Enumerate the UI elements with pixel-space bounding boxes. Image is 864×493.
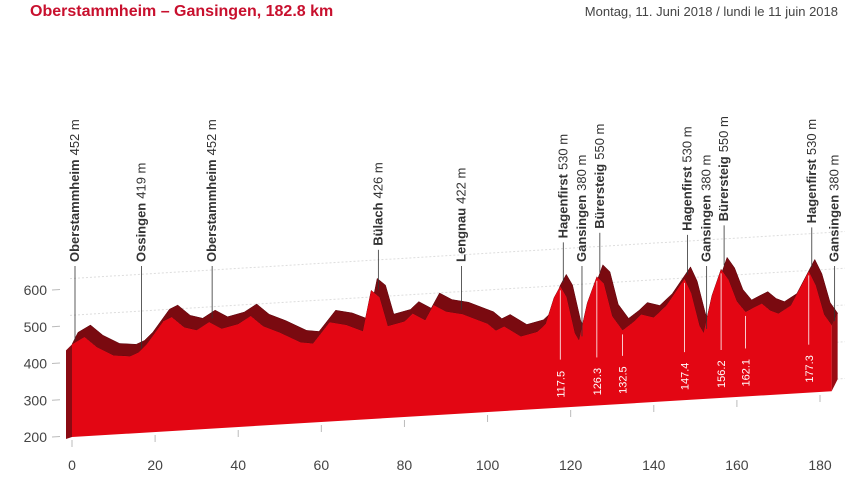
x-tick-label: 20: [147, 457, 163, 473]
km-marker-label: 177.3: [804, 355, 816, 383]
place-name: Bürersteig: [716, 156, 731, 221]
place-label: Ossingen 419 m: [133, 163, 148, 262]
place-label: Bülach 426 m: [370, 162, 385, 245]
place-elevation: 419 m: [133, 163, 148, 199]
place-name: Ossingen: [133, 203, 148, 262]
x-tick-label: 180: [808, 457, 832, 473]
profile-side: [831, 313, 838, 392]
tick-mark: [51, 362, 61, 364]
grid-line: [69, 230, 846, 280]
place-label: Oberstammheim 452 m: [204, 119, 219, 262]
place-name: Oberstammheim: [67, 159, 82, 262]
y-tick-label: 300: [24, 392, 48, 408]
x-tick-label: 80: [397, 457, 413, 473]
y-tick-label: 500: [24, 319, 48, 335]
tick-mark: [51, 436, 61, 438]
place-elevation: 426 m: [370, 162, 385, 198]
tick-mark: [51, 325, 61, 328]
place-label: Hagenfirst 530 m: [555, 134, 570, 238]
place-name: Hagenfirst: [555, 173, 570, 238]
place-name: Bülach: [370, 202, 385, 245]
place-label: Gansingen 380 m: [699, 155, 714, 262]
place-label: Hagenfirst 530 m: [680, 126, 695, 230]
place-elevation: 380 m: [699, 155, 714, 191]
x-tick-label: 120: [559, 457, 583, 473]
x-tick-label: 60: [314, 457, 330, 473]
profile-left-edge: [66, 344, 72, 439]
place-elevation: 380 m: [574, 155, 589, 191]
place-elevation: 530 m: [555, 134, 570, 170]
y-tick-label: 200: [24, 429, 48, 445]
place-name: Oberstammheim: [204, 159, 219, 262]
x-tick-label: 140: [642, 457, 666, 473]
place-label: Oberstammheim 452 m: [67, 119, 82, 262]
profile-area: [72, 269, 832, 437]
place-label: Bürersteig 550 m: [592, 124, 607, 229]
place-elevation: 452 m: [204, 119, 219, 155]
place-elevation: 550 m: [592, 124, 607, 160]
place-label: Bürersteig 550 m: [716, 116, 731, 221]
place-elevation: 550 m: [716, 116, 731, 152]
place-name: Gansingen: [699, 195, 714, 262]
place-name: Hagenfirst: [804, 158, 819, 223]
place-name: Gansingen: [574, 195, 589, 262]
place-elevation: 380 m: [827, 155, 842, 191]
km-marker-label: 126.3: [592, 368, 604, 396]
x-tick-label: 0: [68, 457, 76, 473]
place-label: Gansingen 380 m: [827, 155, 842, 262]
tick-mark: [51, 399, 61, 401]
grid-line: [69, 267, 846, 316]
x-tick-label: 100: [476, 457, 500, 473]
place-name: Bürersteig: [592, 164, 607, 229]
x-tick-label: 40: [230, 457, 246, 473]
km-marker-label: 162.1: [741, 359, 753, 387]
chart-subtitle: Montag, 11. Juni 2018 / lundi le 11 juin…: [585, 4, 838, 19]
km-marker-label: 147.4: [680, 363, 692, 391]
place-elevation: 422 m: [453, 168, 468, 204]
place-elevation: 530 m: [680, 126, 695, 162]
km-marker-label: 156.2: [716, 360, 728, 388]
place-name: Hagenfirst: [680, 166, 695, 231]
y-tick-label: 400: [24, 356, 48, 372]
place-name: Gansingen: [827, 195, 842, 262]
tick-mark: [51, 289, 61, 291]
x-tick-label: 160: [725, 457, 749, 473]
place-elevation: 530 m: [804, 119, 819, 155]
place-label: Gansingen 380 m: [574, 155, 589, 262]
place-elevation: 452 m: [67, 119, 82, 155]
place-label: Lengnau 422 m: [453, 168, 468, 262]
km-marker-label: 117.5: [555, 371, 567, 398]
chart-title: Oberstammheim – Gansingen, 182.8 km: [30, 3, 333, 20]
place-name: Lengnau: [453, 208, 468, 262]
place-label: Hagenfirst 530 m: [804, 119, 819, 223]
km-marker-label: 132.5: [618, 366, 630, 394]
y-tick-label: 600: [24, 282, 48, 298]
